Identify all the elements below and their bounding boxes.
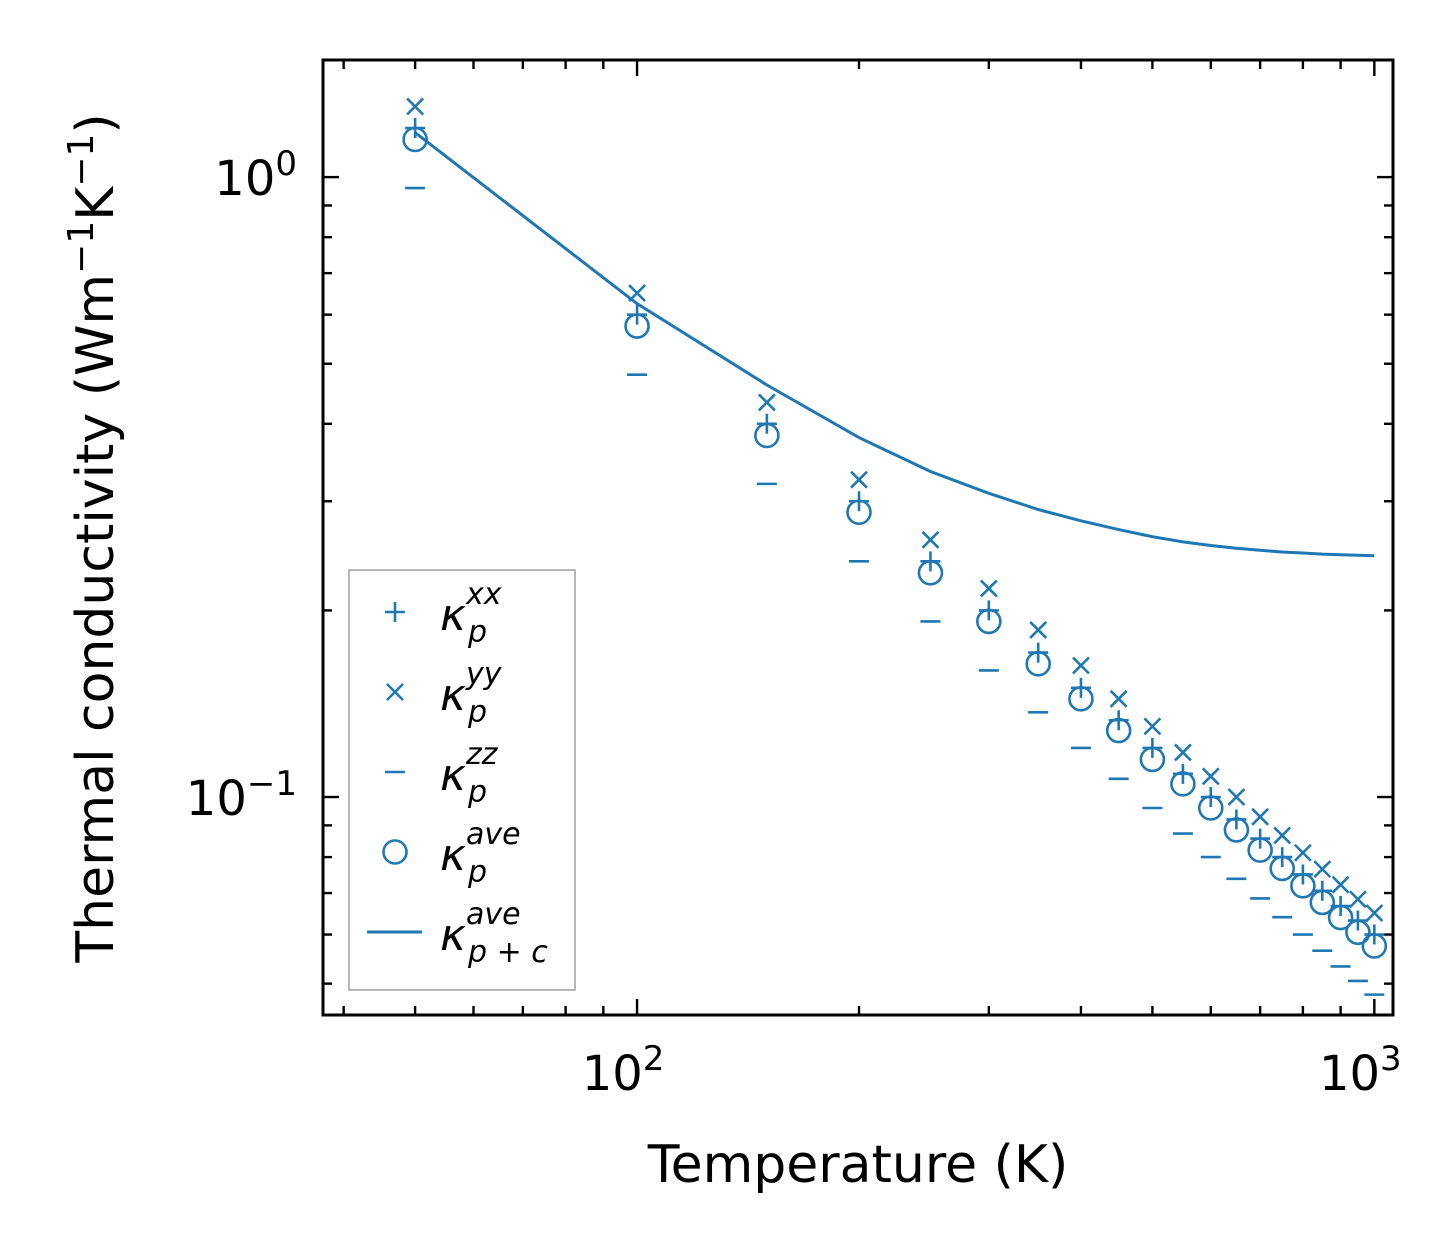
data-point-kave xyxy=(1361,933,1388,959)
data-point-kave xyxy=(1269,855,1296,882)
axes-frame xyxy=(321,58,1395,1017)
series-line-kpc xyxy=(414,131,1375,558)
data-point-kyy xyxy=(1273,826,1292,845)
data-point-kave xyxy=(402,126,428,153)
data-point-kyy xyxy=(1293,843,1312,862)
legend-label-kxx: κxx p xyxy=(440,577,502,650)
legend-item-kyy: κyy p xyxy=(386,657,503,730)
data-point-kyy xyxy=(406,97,425,116)
data-point-kyy xyxy=(1227,788,1246,806)
data-point-kave xyxy=(976,608,1002,635)
data-point-kyy xyxy=(1331,875,1350,894)
data-point-kave xyxy=(1197,795,1224,821)
data-point-kave xyxy=(1327,904,1354,931)
data-point-kyy xyxy=(1143,717,1162,736)
legend-item-kpc: κave p + c xyxy=(367,897,548,970)
series-kyy xyxy=(406,97,1384,922)
legend-label-kave: κave p xyxy=(440,817,521,890)
legend-marker-kave xyxy=(382,839,408,865)
data-point-kave xyxy=(1170,771,1196,797)
data-point-kave xyxy=(1290,873,1316,899)
data-point-kave xyxy=(754,422,780,449)
data-point-kave xyxy=(1139,746,1166,773)
legend-marker-kyy xyxy=(386,683,404,701)
data-point-kave xyxy=(1025,651,1051,677)
data-point-kave xyxy=(1068,686,1094,712)
data-point-kyy xyxy=(1174,743,1192,762)
plot-area xyxy=(402,97,1388,996)
data-point-kave xyxy=(917,559,944,586)
data-point-kave xyxy=(846,499,872,526)
data-point-kyy xyxy=(850,470,868,489)
data-point-kyy xyxy=(1365,904,1384,922)
data-point-kyy xyxy=(1349,890,1367,909)
axis-tick-labels: 102 103 10−1 100 xyxy=(186,144,1402,1102)
data-point-kyy xyxy=(1201,767,1220,786)
series-kzz xyxy=(405,186,1385,996)
data-point-kave xyxy=(1105,717,1132,744)
y-tick-label: 10−1 xyxy=(186,764,297,827)
legend-item-kxx: κxx p xyxy=(385,577,502,650)
y-tick-label: 100 xyxy=(214,144,297,207)
legend-item-kzz: κzz p xyxy=(385,737,499,810)
data-point-kyy xyxy=(1072,656,1090,675)
legend-label-kzz: κzz p xyxy=(440,737,499,810)
data-point-kyy xyxy=(1313,860,1332,879)
data-point-kyy xyxy=(979,579,998,598)
data-point-kyy xyxy=(757,393,776,412)
legend-item-kave: κave p xyxy=(382,817,521,890)
series-kpc xyxy=(414,131,1375,558)
x-axis-label: Temperature (K) xyxy=(647,1135,1069,1195)
data-point-kave xyxy=(1345,919,1371,946)
x-tick-label: 102 xyxy=(582,1039,665,1102)
data-point-kave xyxy=(624,313,650,339)
y-axis-label: Thermal conductivity (Wm−1K−1) xyxy=(61,113,126,963)
series-kave xyxy=(402,126,1388,959)
data-point-kyy xyxy=(921,530,940,549)
data-point-kyy xyxy=(1251,807,1270,826)
legend-marker-kxx xyxy=(385,602,405,622)
legend-frame xyxy=(348,569,576,991)
legend-label-kyy: κyy p xyxy=(440,657,503,730)
data-point-kave xyxy=(1309,889,1336,916)
x-tick-label: 103 xyxy=(1319,1039,1402,1102)
legend-label-kpc: κave p + c xyxy=(440,897,548,970)
data-point-kave xyxy=(1247,837,1273,863)
data-point-kave xyxy=(1223,817,1250,843)
data-point-kyy xyxy=(1029,621,1048,639)
data-point-kyy xyxy=(1109,689,1128,708)
